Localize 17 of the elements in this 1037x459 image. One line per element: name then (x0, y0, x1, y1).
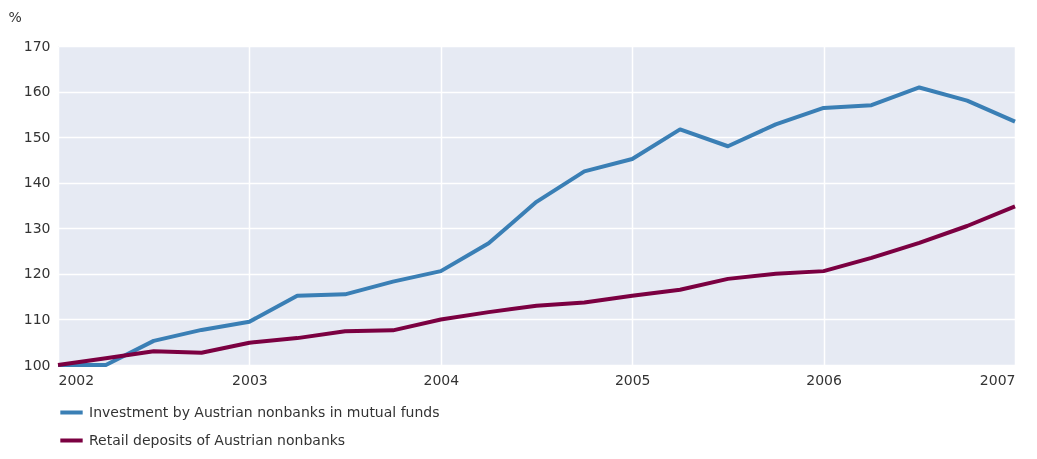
x-tick-label: 2005 (614, 371, 651, 388)
y-tick-label: 100 (23, 356, 51, 373)
x-tick-label: 2006 (806, 371, 842, 388)
x-tick-label: 2007 (979, 371, 1016, 388)
y-tick-label: 120 (23, 265, 51, 282)
y-tick-label: 170 (23, 37, 51, 54)
y-axis-title: % (8, 8, 22, 25)
y-tick-label: 160 (23, 83, 51, 100)
y-tick-label: 150 (23, 128, 51, 145)
y-tick-label: 130 (23, 219, 51, 236)
y-tick-label: 110 (23, 310, 51, 327)
x-tick-label: 2002 (58, 371, 95, 388)
y-tick-label: 140 (23, 174, 51, 191)
x-tick-label: 2004 (423, 371, 460, 388)
legend-label: Retail deposits of Austrian nonbanks (89, 431, 346, 448)
x-tick-label: 2003 (232, 371, 268, 388)
legend-label: Investment by Austrian nonbanks in mutual funds (89, 403, 440, 420)
